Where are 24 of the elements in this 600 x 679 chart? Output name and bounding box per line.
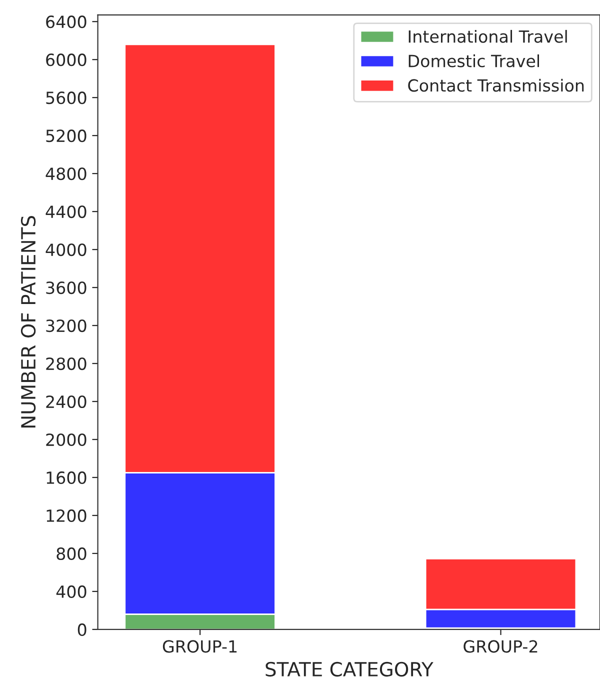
y-axis-title: NUMBER OF PATIENTS — [20, 216, 36, 428]
y-tick-label: 5200 — [46, 130, 86, 142]
y-tick-label: 2000 — [46, 433, 86, 446]
y-tick-label: 1200 — [46, 509, 86, 522]
y-tick-label: 6000 — [46, 54, 86, 66]
y-tick-label: 3200 — [46, 319, 86, 332]
legend-label: Contact Transmission — [408, 78, 584, 92]
y-tick-label: 5600 — [46, 92, 86, 104]
y-tick-label: 800 — [56, 547, 86, 560]
y-tick-label: 6400 — [46, 16, 86, 28]
y-tick-label: 4800 — [46, 168, 86, 180]
y-tick-label: 0 — [78, 623, 86, 636]
y-tick-label: 3600 — [46, 281, 86, 294]
y-tick-label: 4000 — [46, 243, 86, 256]
x-tick-label: GROUP-2 — [464, 640, 538, 653]
legend-label: International Travel — [408, 30, 567, 43]
y-tick-label: 2400 — [46, 395, 86, 408]
x-axis-title: STATE CATEGORY — [266, 662, 434, 677]
x-tick-label: GROUP-1 — [162, 640, 237, 653]
y-tick-label: 4400 — [46, 206, 86, 218]
legend-label: Domestic Travel — [408, 54, 540, 68]
y-tick-label: 400 — [56, 585, 86, 598]
y-tick-label: 1600 — [46, 471, 86, 484]
y-tick-label: 2800 — [46, 357, 86, 370]
